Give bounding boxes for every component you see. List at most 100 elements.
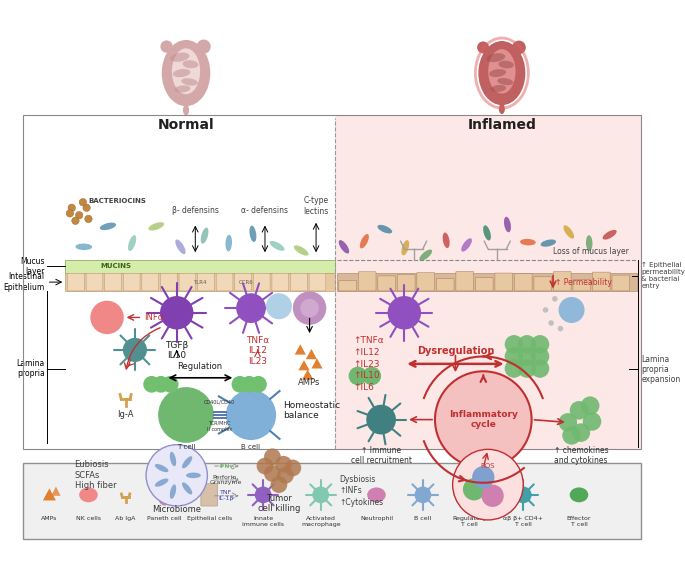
FancyBboxPatch shape [335, 115, 641, 449]
FancyBboxPatch shape [534, 277, 551, 291]
Ellipse shape [170, 484, 176, 499]
Circle shape [277, 467, 294, 484]
Circle shape [477, 41, 489, 53]
Ellipse shape [490, 85, 506, 92]
Circle shape [548, 320, 554, 326]
Circle shape [271, 476, 287, 493]
FancyBboxPatch shape [235, 273, 251, 291]
FancyBboxPatch shape [612, 275, 630, 291]
Ellipse shape [520, 239, 536, 246]
Circle shape [264, 448, 281, 465]
Text: IFNγ: IFNγ [219, 464, 233, 468]
Ellipse shape [155, 464, 169, 472]
Ellipse shape [564, 225, 574, 239]
Text: B cell: B cell [414, 516, 432, 521]
Text: Perforin,
Granzyme: Perforin, Granzyme [210, 475, 242, 485]
Polygon shape [306, 349, 317, 359]
Ellipse shape [586, 235, 593, 251]
FancyBboxPatch shape [290, 273, 308, 291]
Text: TCR/MHC: TCR/MHC [208, 421, 231, 426]
Ellipse shape [294, 246, 308, 256]
Polygon shape [312, 358, 323, 369]
Circle shape [571, 424, 590, 442]
Ellipse shape [489, 69, 506, 77]
Ellipse shape [499, 61, 514, 69]
FancyBboxPatch shape [65, 273, 335, 291]
Circle shape [250, 376, 267, 393]
Circle shape [472, 466, 495, 488]
Ellipse shape [499, 104, 505, 114]
Circle shape [79, 198, 86, 206]
Circle shape [463, 478, 485, 501]
FancyBboxPatch shape [417, 273, 434, 291]
Circle shape [158, 387, 214, 443]
Ellipse shape [270, 241, 284, 251]
Text: Microbiome: Microbiome [152, 505, 201, 514]
Circle shape [241, 376, 258, 393]
Text: Lamina
propria
expansion: Lamina propria expansion [641, 354, 680, 384]
Ellipse shape [158, 485, 171, 505]
Ellipse shape [488, 49, 516, 94]
Text: Intestinal
Epithelium: Intestinal Epithelium [3, 272, 45, 292]
Ellipse shape [155, 479, 169, 486]
Text: Regulatory
T cell: Regulatory T cell [452, 516, 486, 527]
Circle shape [505, 347, 523, 366]
Circle shape [482, 485, 503, 507]
Text: Inflamed: Inflamed [467, 118, 536, 132]
Ellipse shape [497, 78, 513, 85]
Ellipse shape [338, 240, 349, 253]
Circle shape [153, 376, 169, 393]
Ellipse shape [504, 217, 511, 232]
FancyBboxPatch shape [197, 273, 214, 291]
FancyBboxPatch shape [358, 272, 376, 291]
FancyBboxPatch shape [436, 279, 454, 291]
Circle shape [558, 297, 584, 323]
Circle shape [85, 215, 92, 223]
Circle shape [275, 456, 292, 472]
Text: Tumor
cell killing: Tumor cell killing [258, 494, 300, 513]
Circle shape [531, 347, 549, 366]
Circle shape [583, 412, 601, 431]
Text: Mucus
layer: Mucus layer [21, 257, 45, 276]
Text: II complex: II complex [207, 428, 232, 432]
Ellipse shape [460, 488, 479, 502]
Ellipse shape [172, 48, 200, 94]
Circle shape [75, 211, 83, 219]
Text: Inflammatory
cycle: Inflammatory cycle [449, 410, 518, 429]
Text: CCR6: CCR6 [239, 280, 253, 285]
Circle shape [552, 296, 558, 302]
Ellipse shape [419, 249, 432, 261]
Text: INFα: INFα [145, 313, 164, 322]
Ellipse shape [483, 225, 491, 240]
Circle shape [83, 204, 90, 211]
Ellipse shape [162, 40, 210, 106]
Text: NK cells: NK cells [76, 516, 101, 521]
Circle shape [293, 291, 326, 325]
FancyBboxPatch shape [105, 273, 121, 291]
Circle shape [518, 359, 536, 378]
FancyBboxPatch shape [179, 273, 196, 291]
Ellipse shape [175, 239, 186, 254]
FancyBboxPatch shape [142, 273, 159, 291]
Circle shape [581, 396, 599, 415]
FancyBboxPatch shape [456, 272, 473, 291]
Text: ↑ chemokines
and cytokines: ↑ chemokines and cytokines [553, 446, 608, 465]
Circle shape [266, 293, 292, 319]
Text: ↑ Permeability: ↑ Permeability [555, 278, 612, 286]
Ellipse shape [570, 488, 588, 502]
Circle shape [66, 210, 73, 217]
Circle shape [570, 401, 588, 420]
Ellipse shape [100, 223, 116, 230]
Circle shape [562, 426, 581, 445]
Text: Ab IgA: Ab IgA [116, 516, 136, 521]
Text: αβ β+ CD4+
T cell: αβ β+ CD4+ T cell [503, 516, 543, 527]
Ellipse shape [173, 69, 190, 77]
Text: Eubiosis
SCFAs
High fiber: Eubiosis SCFAs High fiber [75, 460, 116, 490]
Text: AMPs: AMPs [299, 378, 321, 387]
Circle shape [226, 390, 276, 440]
FancyBboxPatch shape [495, 273, 512, 291]
Polygon shape [51, 486, 60, 496]
Text: Innate
immune cells: Innate immune cells [242, 516, 284, 527]
Text: Effector
T cell: Effector T cell [566, 516, 591, 527]
Ellipse shape [401, 240, 409, 255]
